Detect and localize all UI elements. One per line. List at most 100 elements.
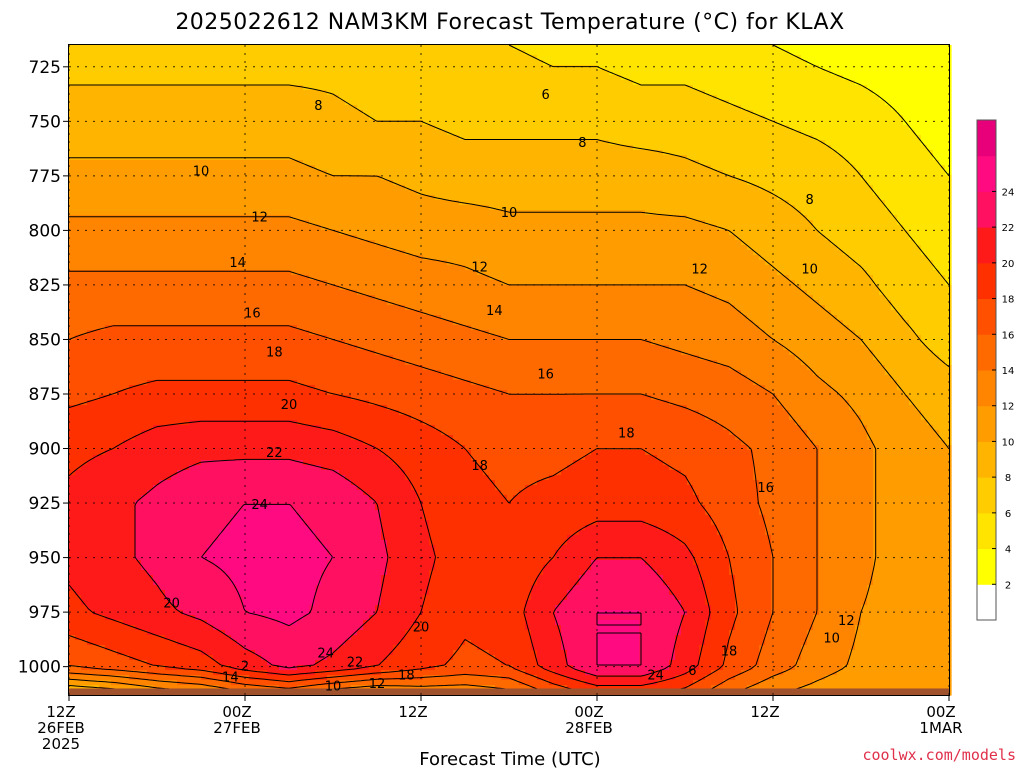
field-cell [273,85,280,91]
field-cell [759,130,766,136]
field-cell [621,130,628,136]
field-cell [729,85,736,91]
field-cell [525,55,532,61]
field-cell [477,205,484,211]
field-cell [879,95,886,101]
field-cell [183,130,190,136]
field-cell [609,75,616,81]
field-cell [801,210,808,216]
field-cell [387,65,394,71]
chart-title: 2025022612 NAM3KM Forecast Temperature (… [175,10,844,35]
field-cell [69,190,76,196]
field-cell [267,135,274,141]
field-cell [669,80,676,86]
field-cell [693,55,700,61]
field-cell [225,185,232,191]
field-cell [855,200,862,206]
field-cell [867,210,874,216]
field-cell [753,195,760,201]
field-cell [753,100,760,106]
field-cell [219,100,226,106]
field-cell [75,140,82,146]
field-cell [231,110,238,116]
field-cell [297,155,304,161]
field-cell [345,60,352,66]
field-cell [801,65,808,71]
field-cell [501,125,508,131]
field-cell [339,160,346,166]
field-cell [267,180,274,186]
field-cell [327,45,334,51]
field-cell [849,130,856,136]
field-cell [285,55,292,61]
field-cell [927,125,934,131]
field-cell [825,190,832,196]
field-cell [393,165,400,171]
field-cell [687,105,694,111]
field-cell [903,180,910,186]
field-cell [291,85,298,91]
field-cell [651,140,658,146]
field-cell [885,165,892,171]
field-cell [129,60,136,66]
field-cell [255,105,262,111]
field-cell [597,175,604,181]
field-cell [711,75,718,81]
field-cell [759,160,766,166]
field-cell [675,75,682,81]
field-cell [867,155,874,161]
field-cell [315,70,322,76]
field-cell [687,170,694,176]
field-cell [801,85,808,91]
field-cell [489,85,496,91]
field-cell [915,140,922,146]
field-cell [753,180,760,186]
field-cell [681,45,688,51]
field-cell [915,80,922,86]
field-cell [543,190,550,196]
field-cell [207,115,214,121]
field-cell [213,45,220,51]
field-cell [417,145,424,151]
field-cell [339,155,346,161]
field-cell [549,185,556,191]
field-cell [411,115,418,121]
field-cell [153,145,160,151]
field-cell [135,95,142,101]
field-cell [843,120,850,126]
field-cell [483,185,490,191]
field-cell [393,85,400,91]
field-cell [819,145,826,151]
field-cell [525,165,532,171]
field-cell [81,55,88,61]
field-cell [729,120,736,126]
field-cell [495,110,502,116]
field-cell [309,145,316,151]
field-cell [177,45,184,51]
field-cell [315,180,322,186]
field-cell [891,145,898,151]
field-cell [639,145,646,151]
field-cell [723,165,730,171]
field-cell [711,195,718,201]
field-cell [261,105,268,111]
field-cell [477,110,484,116]
field-cell [201,195,208,201]
field-cell [297,75,304,81]
field-cell [237,160,244,166]
field-cell [849,190,856,196]
field-cell [663,175,670,181]
field-cell [513,180,520,186]
field-cell [87,190,94,196]
field-cell [765,190,772,196]
field-cell [399,90,406,96]
field-cell [891,120,898,126]
field-cell [933,115,940,121]
field-cell [459,190,466,196]
field-cell [699,45,706,51]
field-cell [693,195,700,201]
field-cell [783,155,790,161]
field-cell [753,65,760,71]
field-cell [117,175,124,181]
field-cell [387,175,394,181]
